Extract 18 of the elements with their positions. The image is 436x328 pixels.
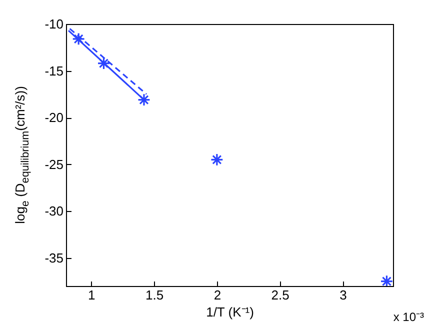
point (137, 93, 150, 106)
y-tick-label: -15 (44, 63, 64, 78)
y-tick-label: -20 (44, 110, 64, 126)
y-tick-label: -30 (44, 204, 64, 219)
point (210, 153, 224, 166)
y-tick-label: -10 (44, 16, 64, 32)
text: x 10⁻³ (393, 309, 424, 325)
x-tick-label: 2 (214, 288, 222, 302)
y-tick-label: -25 (44, 156, 64, 172)
point (72, 32, 86, 46)
x-axis-title: 1/T (K⁻¹) (206, 304, 254, 320)
y-tick-label: -35 (44, 250, 64, 266)
x-tick-label: 1.5 (146, 288, 164, 302)
x-tick-label: 3 (340, 288, 347, 302)
point (380, 274, 393, 286)
x-tick-label: 1 (88, 288, 96, 302)
x-tick-label: 2.5 (271, 288, 290, 302)
point (97, 56, 110, 70)
